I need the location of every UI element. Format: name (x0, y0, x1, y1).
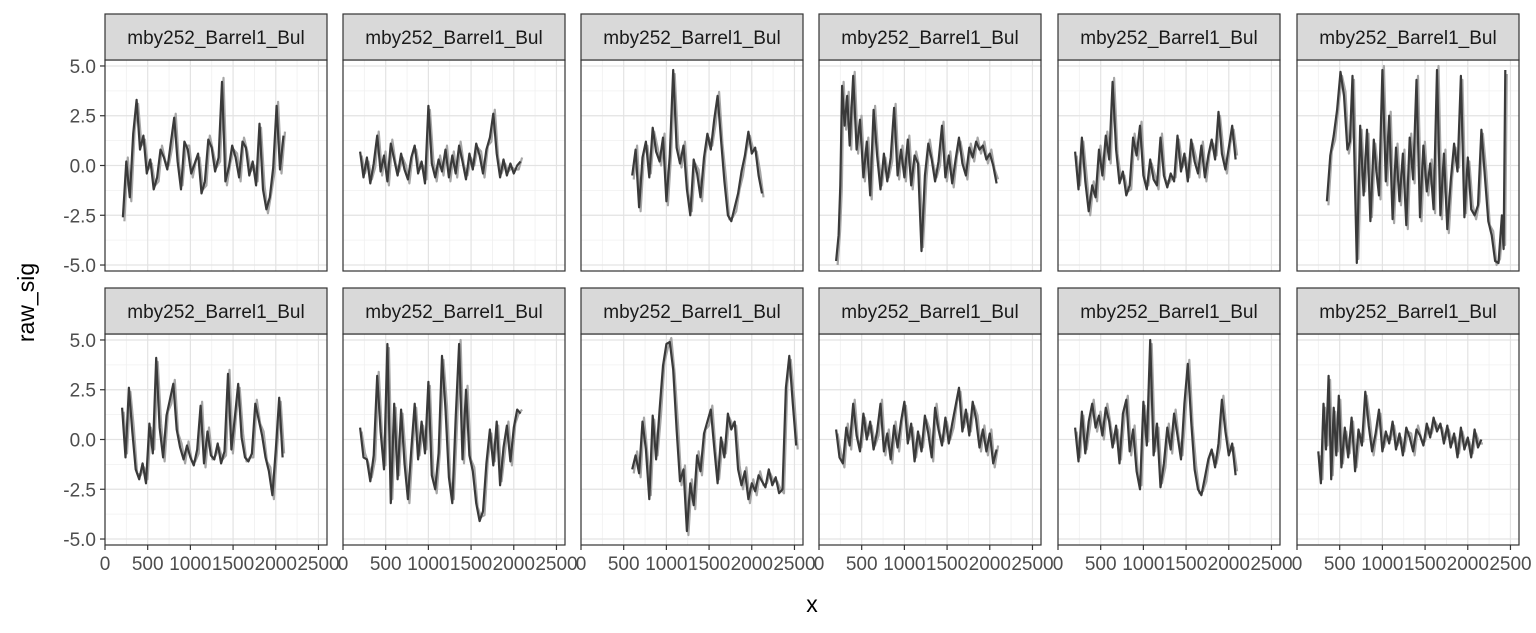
facet-strip-label: mby252_Barrel1_Bul (1080, 302, 1257, 323)
series-line-smoothed (631, 340, 798, 533)
facet-panel: mby252_Barrel1_Bul 0 500 1000 1500 2000 2500 (814, 287, 1054, 575)
facet-panel: mby252_Barrel1_Bul (342, 13, 566, 272)
facet-panel: mby252_Barrel1_Bul (1296, 13, 1520, 272)
facet-strip (1057, 13, 1281, 61)
x-tick-label: 1500 (926, 554, 968, 575)
x-tick-label: 2000 (1447, 554, 1489, 575)
series-line-raw (1327, 64, 1508, 267)
x-tick-label: 2500 (773, 554, 815, 575)
y-tick-label: -2.5 (63, 480, 96, 501)
x-tick-label: 2000 (1208, 554, 1250, 575)
facet-strip (342, 13, 566, 61)
x-tick-label: 1500 (1404, 554, 1446, 575)
x-tick-label: 500 (846, 554, 878, 575)
series-line-smoothed (631, 68, 764, 223)
x-tick-label: 500 (1324, 554, 1356, 575)
x-axis-title: x (806, 591, 818, 617)
x-tick-label: 2000 (969, 554, 1011, 575)
y-tick-label: -2.5 (63, 206, 96, 227)
facet-panel: mby252_Barrel1_Bul (818, 13, 1042, 272)
y-tick-label: 2.5 (70, 107, 96, 128)
x-tick-label: 1000 (407, 554, 449, 575)
y-tick-label: 5.0 (70, 331, 96, 352)
x-tick-label: 2000 (255, 554, 297, 575)
facet-strip-label: mby252_Barrel1_Bul (603, 302, 780, 323)
x-tick-label: 2000 (731, 554, 773, 575)
facet-panel: mby252_Barrel1_Bul (580, 13, 804, 272)
facet-strip-label: mby252_Barrel1_Bul (365, 302, 542, 323)
x-tick-label: 2500 (535, 554, 577, 575)
x-tick-label: 2500 (1489, 554, 1531, 575)
facet-strip (104, 287, 328, 335)
facet-panel: mby252_Barrel1_Bul 0 500 1000 1500 2000 2500 (338, 287, 578, 575)
x-tick-label: 0 (338, 554, 349, 575)
y-tick-label: 0.0 (70, 431, 96, 452)
x-tick-label: 0 (1292, 554, 1303, 575)
x-tick-label: 0 (814, 554, 825, 575)
series-line-smoothed (835, 74, 998, 262)
x-tick-label: 1000 (1122, 554, 1164, 575)
y-tick-label: -5.0 (63, 256, 96, 277)
facet-strip-label: mby252_Barrel1_Bul (841, 302, 1018, 323)
facet-strip (104, 13, 328, 61)
facet-strip (1296, 287, 1520, 335)
series-line-smoothed (121, 80, 285, 218)
series-line-smoothed (121, 356, 284, 497)
x-tick-label: 500 (608, 554, 640, 575)
facet-strip-label: mby252_Barrel1_Bul (127, 302, 304, 323)
x-tick-label: 2000 (493, 554, 535, 575)
facet-panel: mby252_Barrel1_Bul 5.0 2.5 0.0 -2.5 -5.0 (63, 13, 328, 277)
series-line-smoothed (1325, 68, 1507, 265)
x-tick-label: 1000 (1361, 554, 1403, 575)
series-line-raw (632, 72, 765, 221)
series-line-smoothed (359, 342, 522, 523)
x-tick-label: 1500 (688, 554, 730, 575)
x-tick-label: 500 (132, 554, 164, 575)
series-line-smoothed (1074, 338, 1237, 497)
facet-panel: mby252_Barrel1_Bul (1057, 13, 1281, 272)
x-tick-label: 1500 (450, 554, 492, 575)
series-line-smoothed (1074, 80, 1237, 213)
facet-panel: mby252_Barrel1_Bul 0 500 1000 1500 2000 2500 (1292, 287, 1532, 575)
x-tick-label: 2500 (1011, 554, 1053, 575)
x-tick-label: 0 (1053, 554, 1064, 575)
series-line-smoothed (835, 386, 998, 465)
series-line-smoothed (359, 104, 522, 185)
facet-strip (580, 287, 804, 335)
facet-panel: mby252_Barrel1_Bul 0 500 1000 1500 2000 2500 (1053, 287, 1293, 575)
x-tick-label: 1500 (1165, 554, 1207, 575)
facet-strip (342, 287, 566, 335)
y-tick-label: 5.0 (70, 57, 96, 78)
y-tick-label: -5.0 (63, 530, 96, 551)
x-tick-label: 1500 (212, 554, 254, 575)
y-tick-label: 2.5 (70, 381, 96, 402)
facet-strip-label: mby252_Barrel1_Bul (365, 28, 542, 49)
facet-strip (1296, 13, 1520, 61)
facet-strip (580, 13, 804, 61)
facet-strip (818, 13, 1042, 61)
x-tick-label: 1000 (169, 554, 211, 575)
facet-strip-label: mby252_Barrel1_Bul (127, 28, 304, 49)
facet-strip-label: mby252_Barrel1_Bul (1080, 28, 1257, 49)
x-tick-label: 500 (1085, 554, 1117, 575)
x-tick-label: 1000 (883, 554, 925, 575)
facet-strip (1057, 287, 1281, 335)
facet-strip-label: mby252_Barrel1_Bul (1319, 302, 1496, 323)
facet-strip-label: mby252_Barrel1_Bul (603, 28, 780, 49)
x-tick-label: 2500 (1250, 554, 1292, 575)
y-tick-label: 0.0 (70, 157, 96, 178)
facet-panel: mby252_Barrel1_Bul 0 500 1000 1500 2000 2500 (576, 287, 816, 575)
facet-strip (818, 287, 1042, 335)
x-tick-label: 1000 (645, 554, 687, 575)
x-tick-label: 2500 (297, 554, 339, 575)
x-tick-label: 500 (370, 554, 402, 575)
x-tick-label: 0 (576, 554, 587, 575)
x-tick-label: 0 (100, 554, 111, 575)
facet-strip-label: mby252_Barrel1_Bul (1319, 28, 1496, 49)
y-axis-title: raw_sig (13, 263, 39, 342)
facet-strip-label: mby252_Barrel1_Bul (841, 28, 1018, 49)
series-line-smoothed (1317, 374, 1483, 485)
